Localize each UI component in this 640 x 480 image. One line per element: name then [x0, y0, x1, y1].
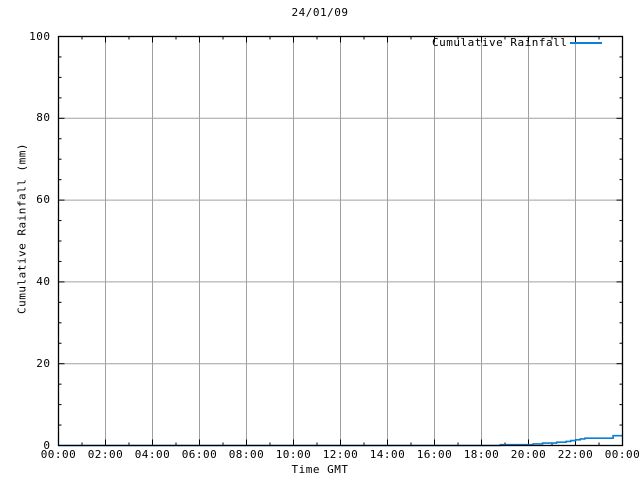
x-tick-label: 12:00: [322, 448, 359, 461]
y-tick-label: 60: [36, 193, 51, 207]
y-tick-label: 0: [43, 438, 51, 452]
x-tick-label: 18:00: [463, 448, 500, 461]
x-tick-label: 16:00: [416, 448, 453, 461]
x-tick-label: 00:00: [40, 448, 77, 461]
y-axis-title: Cumulative Rainfall (mm): [15, 143, 29, 314]
y-tick-label: 20: [36, 356, 51, 370]
x-tick-label: 10:00: [275, 448, 312, 461]
x-axis-title: Time GMT: [291, 463, 349, 476]
x-tick-label: 04:00: [134, 448, 171, 461]
y-tick-label: 100: [29, 29, 51, 43]
series-line-0: [58, 434, 623, 447]
y-tick-label: 40: [36, 274, 51, 288]
x-tick-label: 00:00: [604, 448, 640, 461]
x-tick-label: 08:00: [228, 448, 265, 461]
x-tick-label: 22:00: [557, 448, 594, 461]
legend-line-swatch: [570, 42, 602, 44]
legend-label: Cumulative Rainfall: [432, 36, 568, 49]
x-tick-label: 06:00: [181, 448, 218, 461]
chart-title: 24/01/09: [291, 6, 349, 19]
x-tick-label: 20:00: [510, 448, 547, 461]
y-tick-label: 80: [36, 111, 51, 125]
x-tick-label: 14:00: [369, 448, 406, 461]
plot-frame: [57, 35, 624, 447]
x-tick-label: 02:00: [87, 448, 124, 461]
